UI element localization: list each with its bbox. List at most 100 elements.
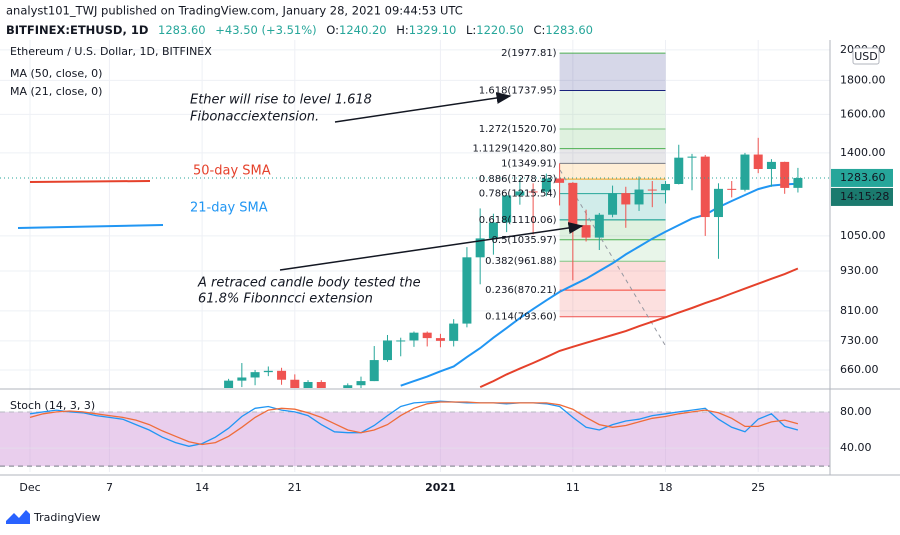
candle-body xyxy=(661,183,671,191)
y-tick-label: 80.00 xyxy=(840,405,872,418)
y-tick-label: 1400.00 xyxy=(840,146,886,159)
ma-line xyxy=(479,267,799,388)
ma-line xyxy=(400,182,798,387)
fib-zone xyxy=(559,90,666,130)
symbol-line: BITFINEX:ETHUSD, 1D 1283.60 +43.50 (+3.5… xyxy=(6,23,593,37)
publish-info: analyst101_TWJ published on TradingView.… xyxy=(6,4,463,18)
currency-box[interactable] xyxy=(852,47,880,65)
axes: 660.00 730.00 810.00 930.00 1050.00 1400.00 16… xyxy=(19,43,893,494)
chart-title: Ethereum / U.S. Dollar, 1D, BITFINEX xyxy=(10,45,212,58)
x-tick-label: 25 xyxy=(751,481,765,494)
candle-body xyxy=(382,340,392,361)
y-tick-label: 930.00 xyxy=(840,264,879,277)
fib-zone xyxy=(559,53,666,91)
candle-body xyxy=(290,379,300,388)
fib-label: 2(1977.81) xyxy=(501,48,557,59)
fib-label: 1.272(1520.70) xyxy=(479,124,557,135)
candle-body xyxy=(263,370,273,373)
legend-swatch xyxy=(29,180,151,183)
last: 1283.60 xyxy=(158,23,206,37)
y-tick-label: 1600.00 xyxy=(840,107,886,120)
fib-label: 0.618(1110.06) xyxy=(479,215,557,226)
annotation: 50-day SMA xyxy=(193,164,271,179)
candle-body xyxy=(713,188,723,218)
currency: USD xyxy=(854,50,878,63)
candle-body xyxy=(250,372,260,378)
candle-body xyxy=(475,238,485,258)
candle-body xyxy=(568,182,578,226)
fib-zone xyxy=(559,290,666,317)
candle-body xyxy=(224,380,234,388)
legend-entry: MA (21, close, 0) xyxy=(10,85,102,98)
annotation: A retraced candle body tested the xyxy=(197,276,421,291)
x-tick-label: 7 xyxy=(106,481,113,494)
x-tick-label: 11 xyxy=(566,481,580,494)
ohlc-value: 1240.20 xyxy=(339,23,387,37)
candle-body xyxy=(435,338,445,341)
candle-body xyxy=(515,191,525,196)
x-tick-label: 2021 xyxy=(425,481,456,494)
stoch-plot xyxy=(0,400,830,467)
stoch-line xyxy=(29,400,799,447)
fib-zone xyxy=(559,129,666,149)
last-price-label: 1283.60 xyxy=(840,171,886,184)
fib-label: 0.114(793.60) xyxy=(485,312,557,323)
y-tick-label: 660.00 xyxy=(840,363,879,376)
candle-body xyxy=(753,154,763,169)
x-tick-label: Dec xyxy=(19,481,40,494)
candle-body xyxy=(449,323,459,341)
candle-body xyxy=(608,193,618,215)
ohlc-key: L: xyxy=(466,23,476,37)
annotation: Fibonacciextension. xyxy=(190,110,319,125)
countdown-box xyxy=(831,187,893,206)
arrow xyxy=(279,222,584,271)
candle-body xyxy=(462,257,472,324)
candle-body xyxy=(488,222,498,239)
last-price-box xyxy=(831,168,893,187)
fib-zone xyxy=(559,163,666,180)
stoch-title: Stoch (14, 3, 3) xyxy=(10,399,95,412)
candle-body xyxy=(594,214,604,238)
fib-label: 1.1129(1420.80) xyxy=(472,144,556,155)
candle-body xyxy=(237,377,247,381)
brand: TradingView xyxy=(6,510,100,524)
countdown: 14:15:28 xyxy=(840,190,889,203)
candle-body xyxy=(687,156,697,158)
logo xyxy=(6,510,30,524)
candle-body xyxy=(621,193,631,205)
projection-line xyxy=(559,169,666,346)
candle-body xyxy=(541,178,551,192)
annotation: Ether will rise to level 1.618 xyxy=(190,93,372,108)
fib-label: 0.786(1215.54) xyxy=(479,189,557,200)
candle-body xyxy=(356,381,366,386)
candle-body xyxy=(369,360,379,382)
legend-swatch xyxy=(17,224,164,229)
candle-body xyxy=(740,154,750,190)
candle-body xyxy=(409,332,419,341)
ohlc-value: 1283.60 xyxy=(545,23,593,37)
fib-label: 0.5(1035.97) xyxy=(492,235,557,246)
annotation: 21-day SMA xyxy=(190,201,268,216)
change: +43.50 (+3.51%) xyxy=(215,23,316,37)
candle-body xyxy=(316,382,326,388)
candle-body xyxy=(793,177,803,188)
price-plot xyxy=(0,137,830,388)
brand-name: TradingView xyxy=(33,511,100,524)
ohlc-key: C: xyxy=(534,23,546,37)
candle-body xyxy=(581,225,591,238)
candle-body xyxy=(343,385,353,388)
ohlc-key: H: xyxy=(396,23,409,37)
y-tick-label: 730.00 xyxy=(840,334,879,347)
candle-body xyxy=(647,189,657,191)
candle-body xyxy=(303,382,313,388)
fib-label: 1(1349.91) xyxy=(501,158,557,169)
candle-body xyxy=(766,161,776,169)
fib-label: 0.886(1278.33) xyxy=(479,174,557,185)
arrow xyxy=(334,92,512,123)
candle-body xyxy=(780,161,790,188)
candle-body xyxy=(502,195,512,223)
ohlc-value: 1329.10 xyxy=(409,23,457,37)
legend-entry: MA (50, close, 0) xyxy=(10,67,102,80)
